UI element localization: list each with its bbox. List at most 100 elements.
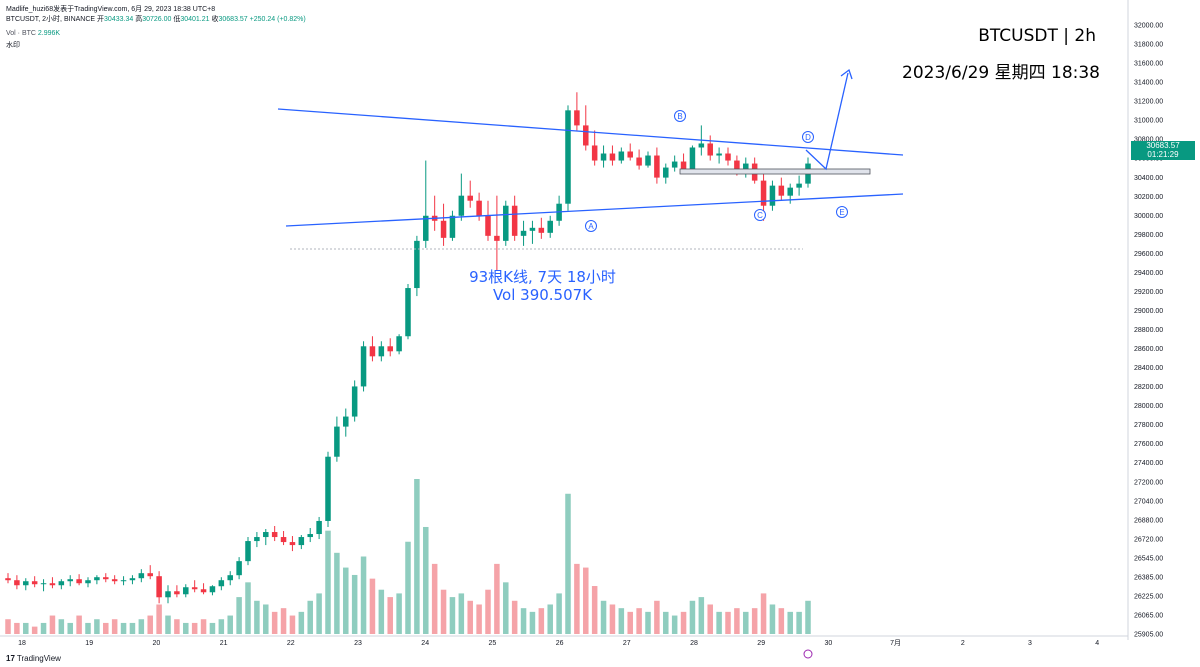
time-tick-label: 4	[1095, 640, 1099, 647]
price-tick-label: 31000.00	[1134, 118, 1163, 125]
candle-body	[280, 537, 287, 543]
wave-marker[interactable]	[585, 220, 597, 232]
price-tick-label: 30000.00	[1134, 213, 1163, 220]
open-value: 30433.34	[104, 16, 134, 23]
brand-logo[interactable]: 17 TradingView	[6, 654, 61, 663]
candle-body	[680, 161, 687, 170]
volume-bar	[645, 611, 651, 634]
candle-body	[138, 573, 145, 579]
time-axis[interactable]: 18 19 20 21 22 23 24 25 26 27 28 29 30 7月 2 3 4	[0, 635, 1128, 647]
candle-body	[689, 147, 696, 170]
candle-body	[85, 580, 91, 584]
volume-bar	[707, 604, 713, 634]
drawings: A B C D E	[277, 68, 904, 659]
candle-body	[636, 157, 642, 166]
price-tick-label: 27400.00	[1134, 460, 1163, 467]
volume-bar	[583, 567, 589, 634]
volume-bar	[218, 619, 225, 634]
candle-body	[725, 153, 731, 161]
projection-arrowhead	[840, 68, 853, 80]
lower-trendline[interactable]	[285, 193, 904, 227]
candle-body	[369, 346, 376, 357]
low-label: 低	[173, 16, 181, 23]
volume-bar	[680, 611, 687, 634]
candle-body	[120, 580, 127, 582]
volume-bar	[440, 589, 447, 634]
wave-marker[interactable]	[674, 110, 686, 122]
volume-bar	[49, 615, 56, 634]
volume-bar	[725, 611, 731, 634]
candle-body	[316, 520, 322, 535]
volume-value: 2.996K	[37, 30, 61, 37]
wave-marker[interactable]	[802, 131, 814, 143]
brand-text: TradingView	[16, 654, 61, 663]
price-tick-label: 26720.00	[1134, 536, 1163, 543]
wave-label: A	[588, 222, 594, 231]
volume-bar	[138, 619, 145, 634]
time-tick-label: 7月	[890, 639, 901, 647]
candle-body	[485, 215, 491, 236]
volume-bar	[14, 622, 20, 634]
candle-body	[734, 160, 740, 171]
bar-replay-icon[interactable]	[803, 649, 813, 659]
volume-bar	[743, 611, 749, 634]
price-tick-label: 28800.00	[1134, 327, 1163, 334]
candle-body	[298, 537, 305, 546]
candle-body	[14, 580, 20, 586]
candle-body	[716, 153, 722, 156]
price-tick-label: 26385.00	[1134, 574, 1163, 581]
volume-bar	[129, 622, 136, 634]
projection-path[interactable]	[805, 72, 849, 171]
candle-body	[547, 220, 553, 233]
candle-body	[458, 195, 465, 216]
volume-bar	[591, 586, 598, 634]
candle-body	[743, 163, 749, 171]
volume-bar	[316, 593, 322, 634]
time-tick-label: 23	[354, 640, 362, 647]
time-tick-label: 27	[623, 640, 631, 647]
candle-body	[236, 561, 242, 576]
time-tick-label: 26	[556, 640, 564, 647]
candle-body	[565, 110, 571, 204]
candle-body	[147, 573, 153, 577]
volume-bar	[67, 622, 73, 634]
volume-bar	[431, 563, 438, 634]
price-tick-label: 31800.00	[1134, 42, 1163, 49]
volume-bar	[556, 593, 562, 634]
candle-body	[591, 145, 598, 161]
time-tick-label: 20	[153, 640, 161, 647]
candle-body	[698, 143, 705, 148]
wave-marker[interactable]	[754, 209, 766, 221]
upper-trendline[interactable]	[277, 108, 904, 156]
time-tick-label: 3	[1028, 640, 1032, 647]
price-tick-label: 29000.00	[1134, 308, 1163, 315]
price-tick-label: 30400.00	[1134, 175, 1163, 182]
candle-body	[334, 426, 340, 457]
candle-body	[325, 456, 331, 521]
candle-body	[58, 581, 65, 586]
candle-body	[31, 581, 38, 585]
time-tick-label: 30	[825, 640, 833, 647]
price-tick-label: 27600.00	[1134, 441, 1163, 448]
high-label: 高	[135, 16, 143, 23]
volume-bar	[369, 578, 376, 634]
volume-bar	[574, 563, 580, 634]
symbol-ohlc-line: BTCUSDT, 2小时, BINANCE 开30433.34 高30726.0…	[6, 14, 306, 24]
candle-body	[165, 591, 171, 598]
candle-body	[396, 336, 402, 352]
tradingview-logo-icon: 17	[6, 654, 15, 663]
candle-body	[778, 185, 785, 196]
resistance-box[interactable]	[679, 168, 871, 175]
time-tick-label: 28	[690, 640, 698, 647]
candle-body	[618, 151, 625, 161]
candle-body	[796, 183, 802, 188]
price-axis[interactable]: 32000.00 31800.00 31600.00 31400.00 31200.00…	[1127, 0, 1163, 640]
low-value: 30401.21	[180, 16, 210, 23]
volume-bar	[289, 615, 296, 634]
candle-body	[103, 577, 109, 580]
candle-body	[156, 576, 162, 598]
volume-bar	[485, 589, 491, 634]
candle-body	[503, 205, 509, 241]
wave-marker[interactable]	[836, 206, 848, 218]
